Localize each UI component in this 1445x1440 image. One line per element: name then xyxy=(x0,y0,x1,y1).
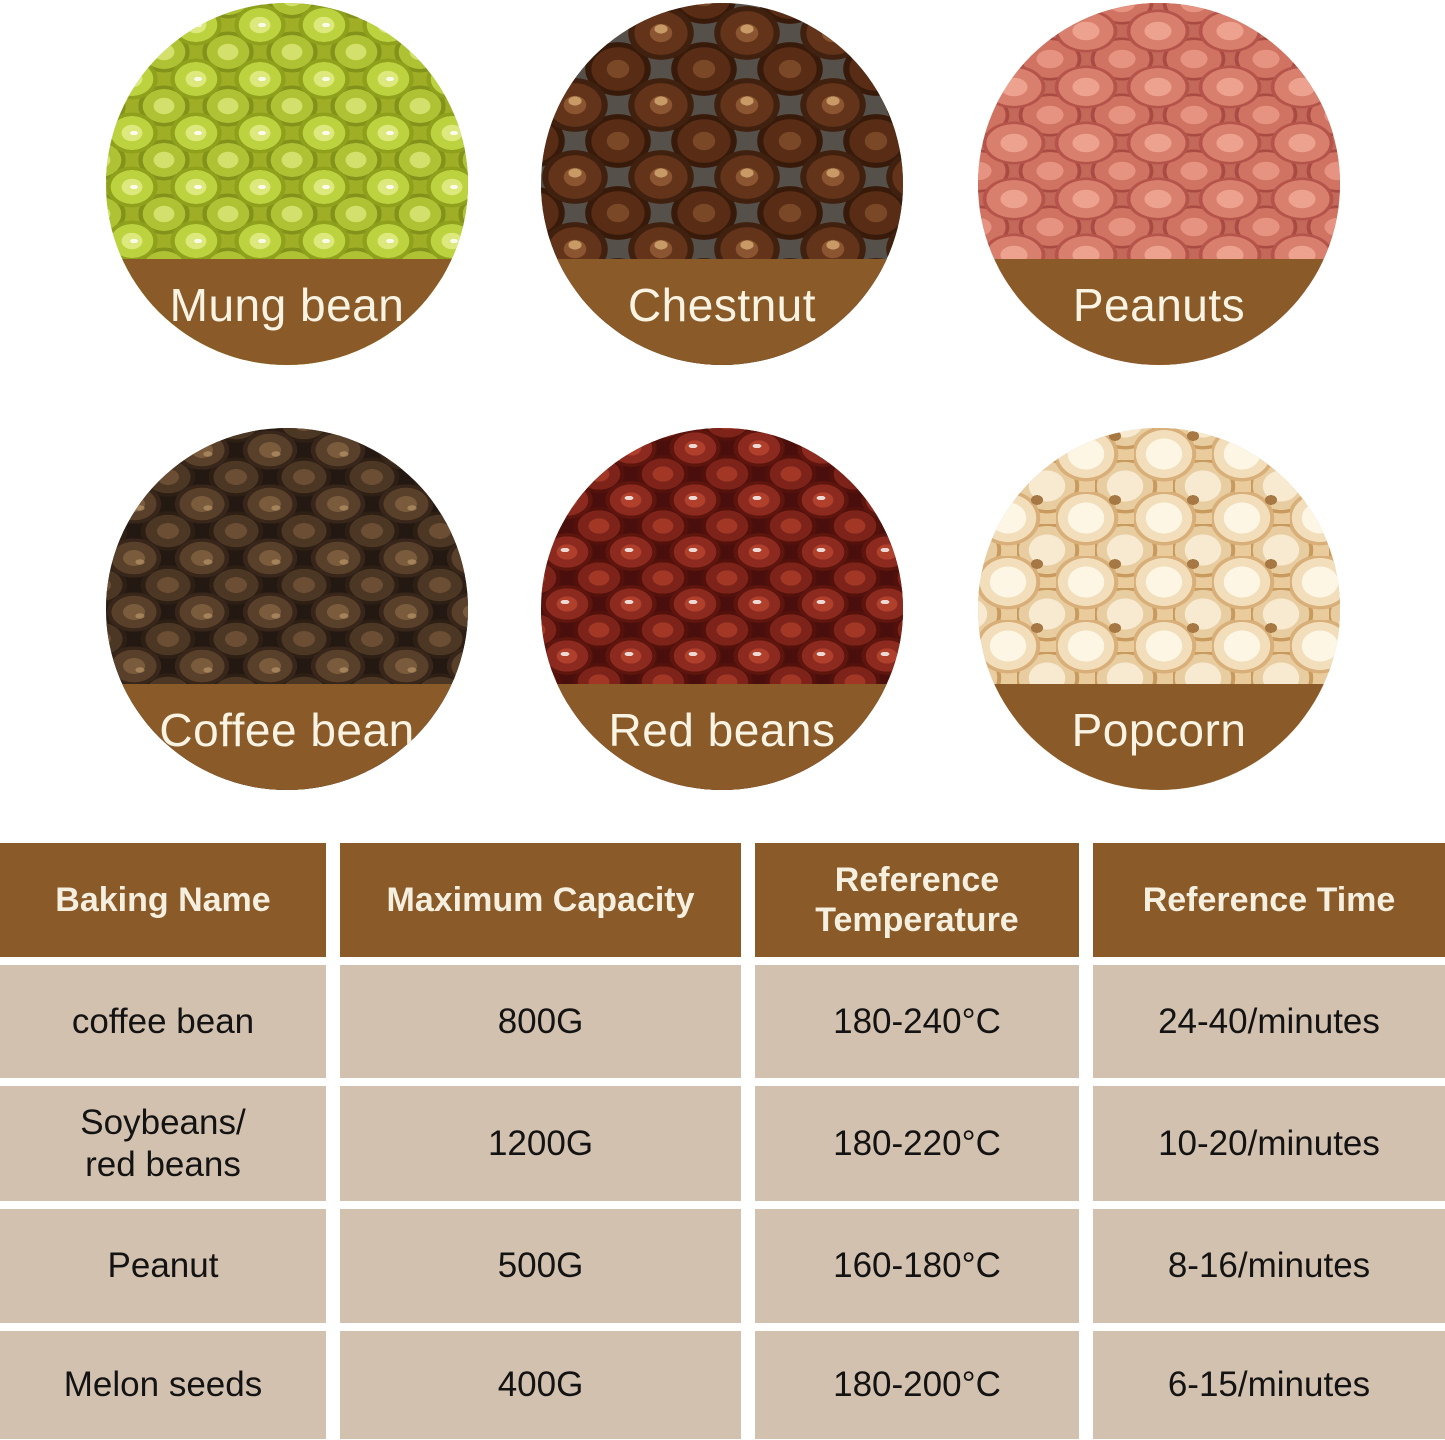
baking-spec-table: Baking Name Maximum Capacity Reference T… xyxy=(0,843,1445,1439)
header-reference-time: Reference Time xyxy=(1093,843,1445,957)
popcorn-label-band: Popcorn xyxy=(978,684,1340,790)
popcorn-label: Popcorn xyxy=(1071,704,1247,757)
cell-capacity-coffee-bean: 800G xyxy=(340,965,741,1078)
red-beans-label-band: Red beans xyxy=(541,684,903,790)
chestnut-label-band: Chestnut xyxy=(541,259,903,365)
peanuts-label: Peanuts xyxy=(1072,279,1246,332)
cell-temperature-coffee-bean: 180-240°C xyxy=(755,965,1079,1078)
header-maximum-capacity: Maximum Capacity xyxy=(340,843,741,957)
bean-circle-popcorn: Popcorn xyxy=(978,428,1340,790)
cell-temperature-peanut: 160-180°C xyxy=(755,1209,1079,1323)
coffee-bean-label: Coffee bean xyxy=(159,704,415,757)
bean-gallery: Mung bean Chestnut Peanuts Coffee bean R… xyxy=(106,3,1340,790)
cell-name-peanut: Peanut xyxy=(0,1209,326,1323)
peanuts-label-band: Peanuts xyxy=(978,259,1340,365)
cell-temperature-melon-seeds: 180-200°C xyxy=(755,1331,1079,1439)
cell-name-melon-seeds: Melon seeds xyxy=(0,1331,326,1439)
cell-time-coffee-bean: 24-40/minutes xyxy=(1093,965,1445,1078)
cell-capacity-melon-seeds: 400G xyxy=(340,1331,741,1439)
bean-circle-red-beans: Red beans xyxy=(541,428,903,790)
mung-bean-label: Mung bean xyxy=(169,279,405,332)
cell-temperature-soybeans-red-beans: 180-220°C xyxy=(755,1086,1079,1201)
bean-circle-peanuts: Peanuts xyxy=(978,3,1340,365)
cell-time-melon-seeds: 6-15/minutes xyxy=(1093,1331,1445,1439)
cell-capacity-soybeans-red-beans: 1200G xyxy=(340,1086,741,1201)
header-baking-name: Baking Name xyxy=(0,843,326,957)
header-reference-temperature: Reference Temperature xyxy=(755,843,1079,957)
cell-capacity-peanut: 500G xyxy=(340,1209,741,1323)
cell-time-soybeans-red-beans: 10-20/minutes xyxy=(1093,1086,1445,1201)
bean-circle-mung-bean: Mung bean xyxy=(106,3,468,365)
cell-time-peanut: 8-16/minutes xyxy=(1093,1209,1445,1323)
mung-bean-label-band: Mung bean xyxy=(106,259,468,365)
bean-circle-chestnut: Chestnut xyxy=(541,3,903,365)
cell-name-soybeans-red-beans: Soybeans/ red beans xyxy=(0,1086,326,1201)
red-beans-label: Red beans xyxy=(608,704,836,757)
cell-name-coffee-bean: coffee bean xyxy=(0,965,326,1078)
bean-circle-coffee-bean: Coffee bean xyxy=(106,428,468,790)
chestnut-label: Chestnut xyxy=(627,279,817,332)
coffee-bean-label-band: Coffee bean xyxy=(106,684,468,790)
